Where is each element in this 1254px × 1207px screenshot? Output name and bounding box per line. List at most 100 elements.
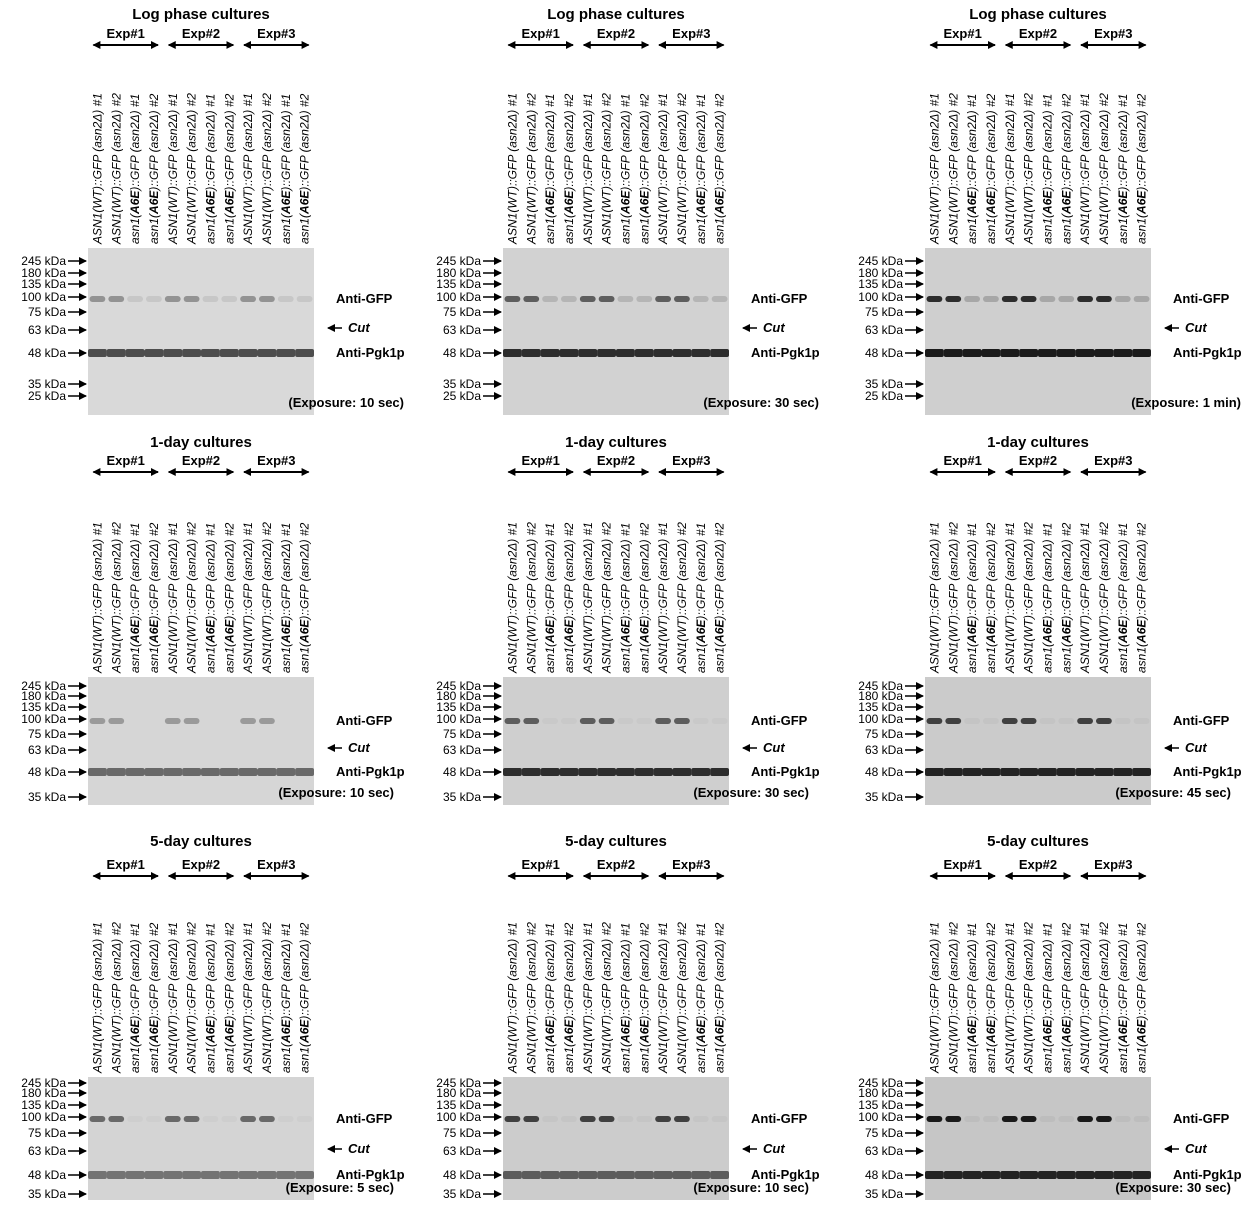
lane-label: asn1(A6E)::GFP (asn2Δ) #1 [618, 923, 632, 1073]
experiment-label: Exp#2 [1019, 857, 1057, 872]
lane-label: ASN1(WT)::GFP (asn2Δ) #1 [927, 93, 941, 245]
gfp-band [108, 1116, 124, 1122]
lane-label: asn1(A6E)::GFP (asn2Δ) #1 [618, 94, 632, 244]
marker-label: 25 kDa [865, 389, 903, 403]
lane-label: ASN1(WT)::GFP (asn2Δ) #1 [241, 522, 255, 674]
gfp-band [542, 296, 558, 302]
gfp-band [712, 718, 728, 724]
lane-label: asn1(A6E)::GFP (asn2Δ) #1 [279, 523, 293, 673]
lane-label: ASN1(WT)::GFP (asn2Δ) #2 [946, 522, 960, 674]
gfp-band [146, 296, 162, 302]
experiment-label: Exp#2 [182, 857, 220, 872]
lane-label: asn1(A6E)::GFP (asn2Δ) #2 [562, 93, 576, 244]
pgk-band [276, 1171, 295, 1179]
marker-label: 100 kDa [858, 1110, 903, 1124]
gfp-band [580, 1116, 596, 1122]
lane-label: ASN1(WT)::GFP (asn2Δ) #1 [581, 922, 595, 1074]
gfp-band [927, 718, 943, 724]
gfp-band [964, 1116, 980, 1122]
lane-label: ASN1(WT)::GFP (asn2Δ) #1 [656, 93, 670, 245]
pgk-band [944, 349, 963, 357]
gfp-band [542, 718, 558, 724]
pgk-band [201, 768, 220, 776]
band-label: Anti-GFP [336, 291, 393, 306]
experiment-label: Exp#2 [1019, 26, 1057, 41]
exposure-label: (Exposure: 10 sec) [693, 1180, 809, 1195]
experiment-label: Exp#3 [1094, 26, 1132, 41]
lane-label: asn1(A6E)::GFP (asn2Δ) #2 [147, 522, 161, 673]
lane-label: ASN1(WT)::GFP (asn2Δ) #2 [675, 93, 689, 245]
gfp-band [90, 718, 106, 724]
exposure-label: (Exposure: 5 sec) [286, 1180, 394, 1195]
gfp-band [1096, 296, 1112, 302]
blot-panel: 1-day culturesExp#1Exp#2Exp#3ASN1(WT)::G… [21, 434, 404, 805]
blot-panel: Log phase culturesExp#1Exp#2Exp#3ASN1(WT… [858, 6, 1241, 415]
lane-label: asn1(A6E)::GFP (asn2Δ) #1 [1040, 94, 1054, 244]
band-label: Anti-GFP [751, 291, 808, 306]
marker-label: 100 kDa [436, 1110, 481, 1124]
lane-label: asn1(A6E)::GFP (asn2Δ) #2 [1135, 522, 1149, 673]
pgk-band [597, 768, 616, 776]
pgk-band [258, 1171, 277, 1179]
pgk-band [944, 768, 963, 776]
gfp-band [184, 718, 200, 724]
pgk-band [982, 1171, 1001, 1179]
gfp-band [221, 1116, 237, 1122]
gfp-band [693, 1116, 709, 1122]
blot [88, 248, 314, 415]
pgk-band [503, 768, 522, 776]
pgk-band [578, 1171, 597, 1179]
lane-label: asn1(A6E)::GFP (asn2Δ) #1 [965, 523, 979, 673]
gfp-band [1077, 296, 1093, 302]
pgk-band [163, 1171, 182, 1179]
lane-label: asn1(A6E)::GFP (asn2Δ) #1 [1040, 523, 1054, 673]
marker-label: 63 kDa [28, 323, 66, 337]
lane-label: asn1(A6E)::GFP (asn2Δ) #2 [147, 93, 161, 244]
gfp-band [674, 718, 690, 724]
pgk-band [691, 349, 710, 357]
gfp-band [146, 1116, 162, 1122]
band-label: Anti-Pgk1p [336, 764, 405, 779]
lane-label: asn1(A6E)::GFP (asn2Δ) #1 [203, 523, 217, 673]
lane-label: asn1(A6E)::GFP (asn2Δ) #1 [543, 923, 557, 1073]
lane-label: ASN1(WT)::GFP (asn2Δ) #2 [524, 93, 538, 245]
pgk-band [1095, 349, 1114, 357]
panel-title: Log phase cultures [969, 6, 1107, 23]
pgk-band [1000, 349, 1019, 357]
pgk-band [944, 1171, 963, 1179]
pgk-band [88, 768, 107, 776]
lane-label: asn1(A6E)::GFP (asn2Δ) #1 [543, 94, 557, 244]
lane-label: asn1(A6E)::GFP (asn2Δ) #2 [984, 922, 998, 1073]
marker-label: 75 kDa [28, 305, 66, 319]
gfp-band [599, 718, 615, 724]
gfp-band [542, 1116, 558, 1122]
gfp-band [1040, 718, 1056, 724]
experiment-label: Exp#2 [182, 453, 220, 468]
gfp-band [1115, 296, 1131, 302]
lane-label: asn1(A6E)::GFP (asn2Δ) #1 [1116, 523, 1130, 673]
lane-label: ASN1(WT)::GFP (asn2Δ) #2 [675, 922, 689, 1074]
gfp-band [505, 296, 521, 302]
blot-panel: 5-day culturesExp#1Exp#2Exp#3ASN1(WT)::G… [436, 833, 819, 1201]
cut-label: Cut [1185, 320, 1207, 335]
cut-label: Cut [763, 740, 785, 755]
lane-label: asn1(A6E)::GFP (asn2Δ) #2 [637, 522, 651, 673]
lane-label: ASN1(WT)::GFP (asn2Δ) #1 [581, 522, 595, 674]
pgk-band [710, 349, 729, 357]
lane-label: ASN1(WT)::GFP (asn2Δ) #1 [656, 522, 670, 674]
pgk-band [1113, 768, 1132, 776]
lane-label: asn1(A6E)::GFP (asn2Δ) #2 [713, 522, 727, 673]
pgk-band [560, 1171, 579, 1179]
lane-label: asn1(A6E)::GFP (asn2Δ) #1 [1116, 923, 1130, 1073]
gfp-band [203, 1116, 219, 1122]
lane-label: asn1(A6E)::GFP (asn2Δ) #1 [694, 94, 708, 244]
pgk-band [239, 768, 258, 776]
lane-label: ASN1(WT)::GFP (asn2Δ) #2 [1022, 522, 1036, 674]
gfp-band [184, 1116, 200, 1122]
pgk-band [145, 349, 164, 357]
gfp-band [1002, 296, 1018, 302]
lane-label: asn1(A6E)::GFP (asn2Δ) #1 [279, 94, 293, 244]
panel-title: 5-day cultures [150, 833, 252, 850]
pgk-band [691, 1171, 710, 1179]
pgk-band [503, 349, 522, 357]
